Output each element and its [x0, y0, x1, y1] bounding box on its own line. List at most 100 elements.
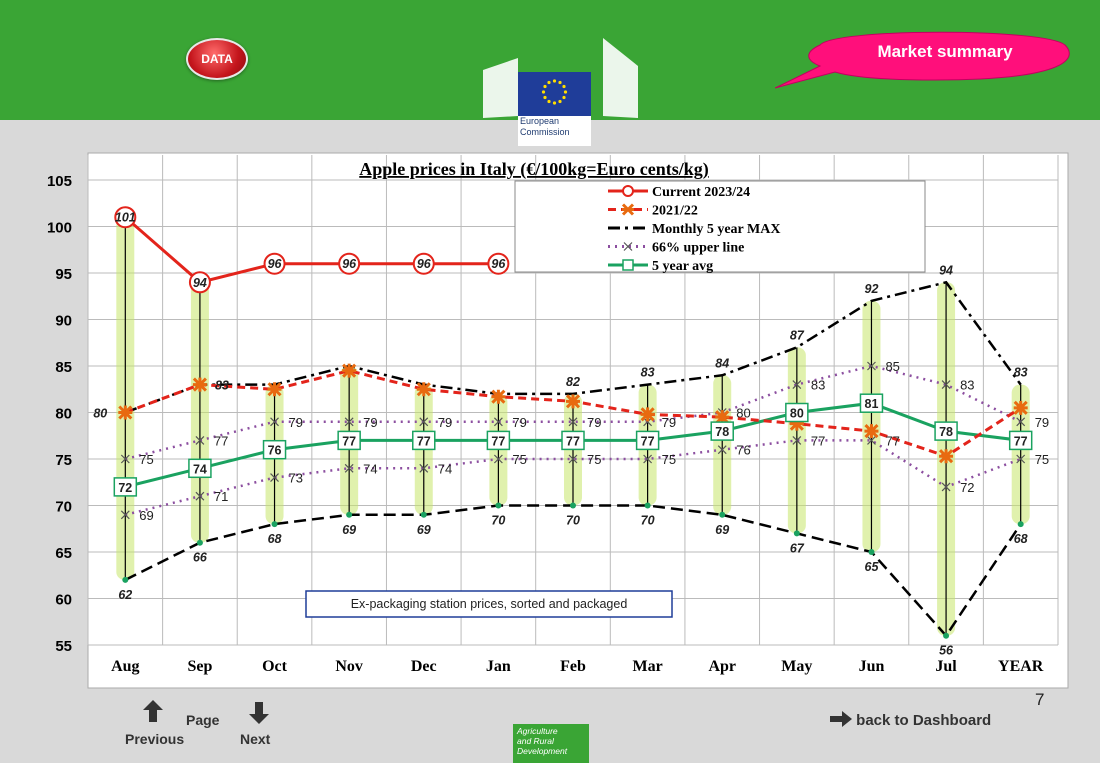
- data-point: [195, 491, 205, 501]
- data-label: 71: [214, 489, 228, 504]
- data-point: [793, 530, 800, 537]
- next-arrow-icon[interactable]: [249, 702, 269, 727]
- data-label: 75: [139, 452, 153, 467]
- data-point: [1016, 454, 1026, 464]
- data-point: [1016, 417, 1026, 427]
- y-tick-label: 70: [55, 499, 72, 516]
- data-point: [859, 393, 884, 413]
- data-point: [867, 435, 876, 445]
- legend-box: [514, 180, 926, 273]
- data-point: [643, 454, 653, 464]
- data-label: 96: [491, 257, 506, 271]
- back-to-dashboard-link[interactable]: back to Dashboard: [830, 711, 991, 729]
- data-point: [122, 576, 129, 583]
- data-label: 62: [118, 588, 132, 602]
- previous-arrow-icon[interactable]: [143, 700, 163, 725]
- next-button[interactable]: Next: [240, 731, 271, 747]
- data-point: [719, 511, 726, 518]
- data-label: 96: [342, 257, 357, 271]
- data-label: 81: [865, 397, 879, 411]
- data-label: 80: [790, 407, 804, 421]
- data-point: [717, 445, 727, 455]
- legend-label: 5 year avg: [652, 259, 713, 274]
- data-point: [943, 632, 950, 639]
- data-label: 82: [566, 375, 580, 389]
- data-point: [114, 206, 137, 229]
- data-label: 77: [342, 434, 356, 448]
- data-label: 96: [268, 257, 283, 271]
- data-point: [941, 380, 951, 390]
- right-arrow-icon: [830, 711, 852, 727]
- data-point: [263, 252, 286, 275]
- legend-marker: [623, 242, 633, 251]
- x-tick-label: Jul: [935, 658, 957, 675]
- y-tick-label: 100: [47, 220, 72, 237]
- agriculture-logo: Agriculture and Rural Development: [513, 724, 589, 763]
- data-label: 72: [960, 480, 974, 495]
- data-point: [412, 252, 435, 275]
- data-label: 75: [512, 452, 526, 467]
- data-point: [568, 454, 578, 464]
- page-label: Page: [186, 712, 220, 728]
- data-label: 94: [939, 263, 953, 277]
- market-summary-label[interactable]: Market summary: [877, 42, 1013, 61]
- legend-label: 66% upper line: [652, 241, 744, 256]
- data-point: [570, 502, 576, 509]
- data-label: 69: [417, 523, 431, 537]
- data-label: 69: [342, 523, 356, 537]
- data-point: [419, 463, 429, 473]
- data-point: [113, 477, 138, 497]
- x-tick-label: Mar: [633, 658, 663, 675]
- y-tick-label: 95: [55, 266, 72, 283]
- x-tick-label: YEAR: [998, 658, 1044, 675]
- data-point: [416, 382, 431, 397]
- apple-prices-chart: 75 77 79 79 79 79 79 79 80 83 85 83 79 69 71 73 74 74 75 75…: [47, 152, 1069, 689]
- data-label: 74: [193, 462, 207, 476]
- data-button[interactable]: DATA: [186, 38, 248, 80]
- data-point: [568, 417, 578, 427]
- data-point: [195, 435, 205, 445]
- data-label: 67: [790, 541, 805, 555]
- legend-label: Current 2023/24: [652, 185, 750, 200]
- data-point: [644, 502, 651, 509]
- data-label: 84: [715, 356, 729, 370]
- data-point: [792, 435, 802, 445]
- data-label: 77: [491, 434, 505, 448]
- commission-label: European Commission: [520, 116, 570, 137]
- data-point: [941, 482, 951, 492]
- data-point: [270, 417, 279, 427]
- data-point: [338, 252, 361, 275]
- data-label: 68: [268, 532, 282, 546]
- data-point: [412, 430, 436, 451]
- data-label: 77: [417, 434, 431, 448]
- data-label: 79: [587, 415, 601, 430]
- data-label: 74: [363, 461, 377, 476]
- y-tick-label: 90: [55, 313, 72, 330]
- data-label: 69: [715, 523, 729, 537]
- data-label: 77: [214, 433, 228, 448]
- data-point: [493, 454, 503, 464]
- data-point: [868, 549, 875, 555]
- data-point: [120, 510, 130, 520]
- y-tick-label: 55: [55, 638, 72, 655]
- page-number: 7: [1035, 690, 1045, 709]
- x-tick-label: Dec: [411, 658, 437, 675]
- data-point: [934, 421, 958, 441]
- data-point: [419, 417, 429, 427]
- data-point: [270, 473, 279, 483]
- data-label: 94: [193, 276, 207, 290]
- data-label: 78: [939, 425, 953, 439]
- previous-button[interactable]: Previous: [125, 731, 185, 747]
- eu-stars: [541, 79, 568, 105]
- data-label: 77: [885, 433, 899, 448]
- data-point: [196, 539, 203, 546]
- data-label: 92: [865, 282, 879, 296]
- data-label: 79: [289, 415, 303, 430]
- data-point: [188, 458, 212, 479]
- data-point: [1013, 400, 1028, 415]
- data-point: [635, 430, 660, 451]
- market-summary-callout[interactable]: [775, 30, 1075, 90]
- data-point: [337, 430, 361, 451]
- data-point: [344, 463, 354, 473]
- data-point: [785, 402, 809, 423]
